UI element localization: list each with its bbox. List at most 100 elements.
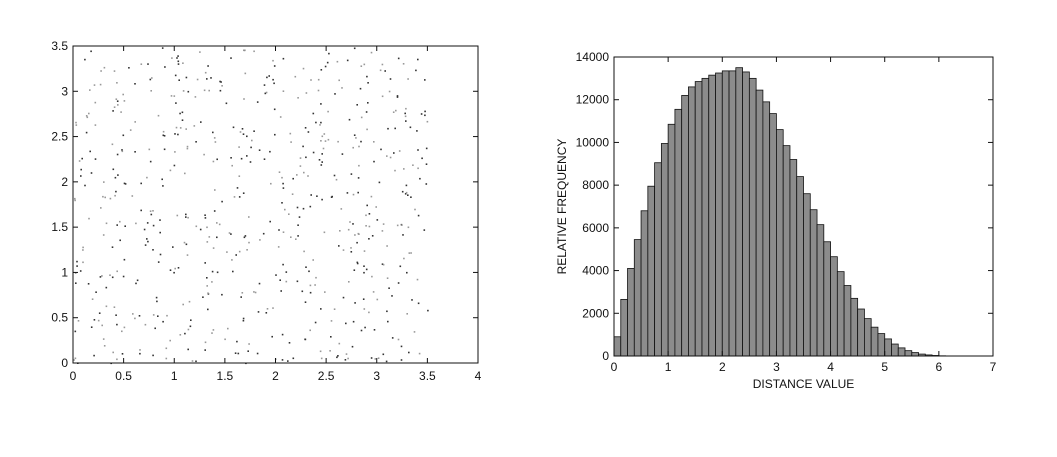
scatter-point (309, 284, 312, 287)
scatter-point (315, 276, 317, 279)
scatter-point (341, 87, 343, 89)
scatter-point (274, 133, 276, 136)
scatter-point (156, 300, 158, 303)
scatter-point (115, 98, 118, 100)
scatter-point (150, 213, 153, 216)
scatter-point (269, 150, 271, 153)
scatter-point (363, 265, 365, 267)
scatter-point (204, 341, 207, 344)
scatter-point (297, 97, 299, 99)
scatter-point (407, 78, 409, 80)
scatter-point (234, 352, 237, 354)
scatter-point (119, 220, 121, 223)
histogram-bar (633, 239, 642, 357)
scatter-point (321, 161, 323, 163)
scatter-point (424, 114, 426, 117)
scatter-point (344, 359, 347, 361)
scatter-point (228, 232, 231, 234)
scatter-point (185, 213, 187, 216)
scatter-point (74, 197, 76, 200)
scatter-point (312, 259, 314, 261)
scatter-point (175, 126, 178, 129)
scatter-point (352, 146, 354, 149)
scatter-point (409, 126, 412, 129)
scatter-point (179, 127, 182, 129)
histogram-bar (843, 285, 852, 357)
scatter-point (117, 104, 119, 106)
scatter-point (241, 292, 244, 294)
scatter-point (381, 63, 384, 66)
scatter-point (410, 252, 412, 254)
scatter-point (123, 182, 126, 185)
scatter-point (323, 133, 326, 135)
scatter-point (341, 153, 344, 155)
scatter-point (97, 319, 100, 322)
histogram-bar (613, 336, 622, 357)
histogram-bar (667, 123, 676, 357)
scatter-point (282, 231, 285, 233)
scatter-point (353, 47, 356, 50)
scatter-point (370, 195, 373, 198)
scatter-point (381, 263, 384, 265)
scatter-point (101, 275, 103, 277)
scatter-point (400, 345, 403, 348)
scatter-point (314, 284, 316, 286)
scatter-point (163, 135, 166, 137)
scatter-point (115, 314, 117, 316)
scatter-point (397, 282, 400, 284)
scatter-point (169, 339, 171, 342)
scatter-point (238, 196, 241, 198)
scatter-point (172, 246, 174, 248)
scatter-point (253, 130, 255, 132)
scatter-point (351, 345, 354, 348)
scatter-point (74, 272, 77, 274)
scatter-x-tick-label: 4 (475, 369, 482, 383)
scatter-point (187, 216, 189, 219)
scatter-point (164, 66, 166, 68)
scatter-point (73, 359, 75, 361)
scatter-point (317, 78, 320, 81)
scatter-chart: 0 0.5 1 1.5 2 2.5 3 3.5 4 0 0.5 1 1.5 2 2.5 3 3.5 (51, 39, 481, 383)
scatter-point (386, 310, 388, 313)
scatter-y-tick-label: 2 (61, 175, 68, 189)
scatter-point (303, 171, 305, 174)
scatter-point (416, 130, 418, 132)
histogram-y-tick-label: 14000 (576, 50, 610, 64)
scatter-point (250, 146, 252, 149)
scatter-point (116, 270, 118, 273)
scatter-point (366, 204, 368, 207)
scatter-point (134, 83, 136, 85)
scatter-point (203, 89, 206, 92)
scatter-point (207, 65, 209, 67)
scatter-point (152, 224, 155, 227)
scatter-point (247, 350, 249, 352)
scatter-point (366, 75, 368, 78)
scatter-point (324, 291, 326, 293)
scatter-point (129, 129, 132, 131)
scatter-point (191, 360, 194, 362)
histogram-bar (640, 210, 649, 357)
scatter-point (163, 148, 166, 151)
scatter-point (99, 276, 102, 278)
scatter-point (327, 110, 329, 113)
scatter-point (340, 208, 343, 210)
scatter-point (354, 302, 356, 304)
scatter-point (264, 92, 267, 95)
histogram-bar (708, 74, 716, 357)
scatter-point (174, 133, 176, 135)
scatter-point (216, 222, 218, 224)
scatter-point (128, 67, 130, 69)
scatter-y-tick-label: 1 (61, 265, 68, 279)
histogram-y-tick-label: 2000 (582, 306, 609, 320)
scatter-point (381, 95, 384, 98)
scatter-point (386, 245, 388, 247)
scatter-point (426, 120, 429, 123)
scatter-point (185, 76, 188, 79)
scatter-point (134, 151, 136, 153)
scatter-point (358, 145, 360, 148)
scatter-point (146, 238, 148, 240)
scatter-point (334, 93, 336, 95)
scatter-point (382, 263, 385, 266)
scatter-point (360, 116, 363, 119)
scatter-point (135, 282, 137, 285)
